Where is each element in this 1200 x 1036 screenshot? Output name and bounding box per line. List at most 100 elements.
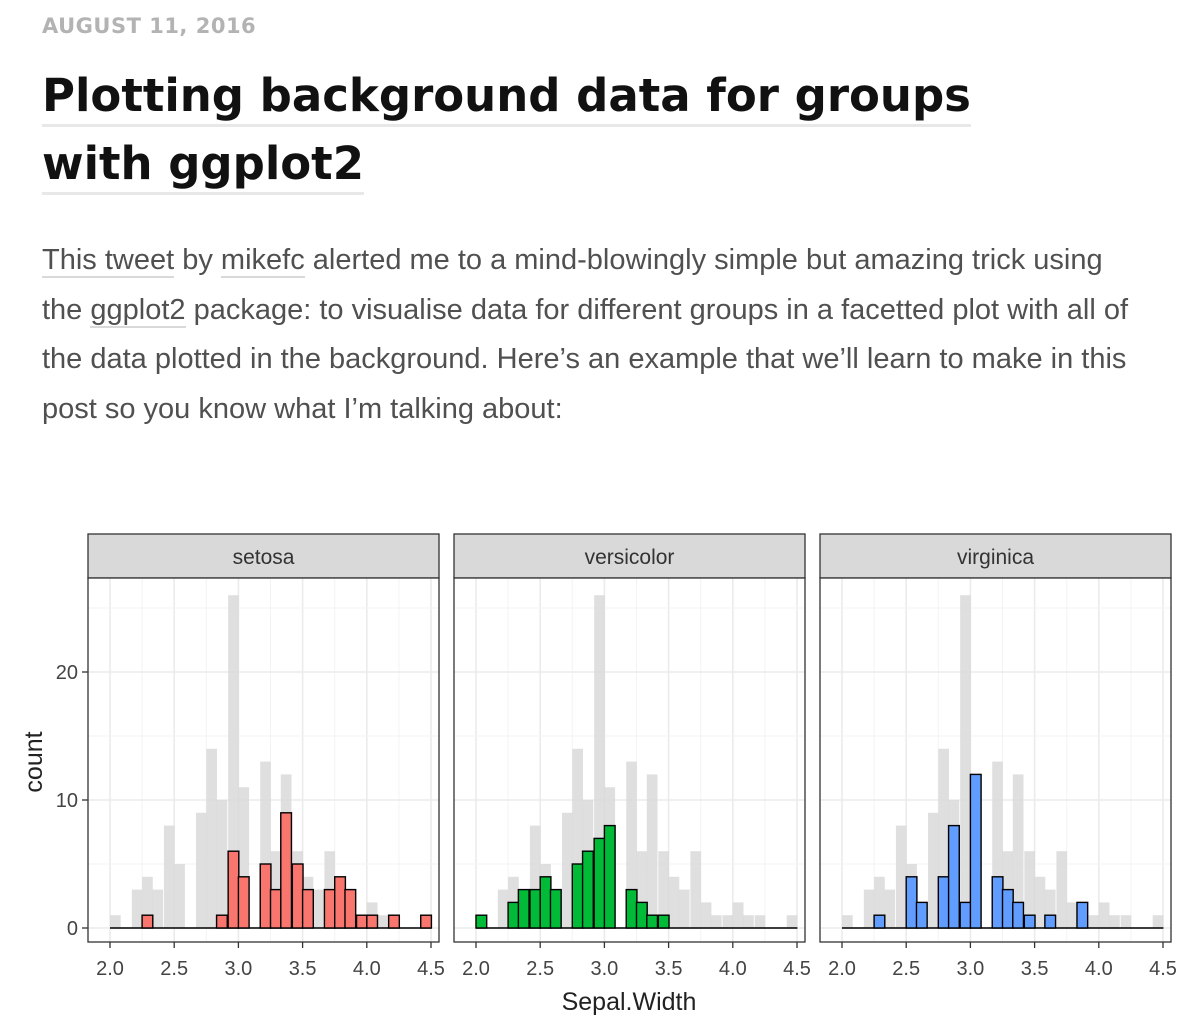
x-tick-label: 4.0: [353, 958, 381, 980]
background-bar: [1088, 915, 1100, 928]
background-bar: [1034, 876, 1046, 928]
x-tick-label: 4.0: [719, 958, 747, 980]
background-bar: [678, 889, 690, 928]
background-bar: [743, 915, 754, 928]
facet-label: virginica: [957, 546, 1034, 569]
bar-setosa: [387, 914, 401, 929]
background-bar: [895, 825, 907, 928]
background-bar: [312, 889, 324, 928]
background-bar: [260, 761, 271, 928]
background-bar: [658, 851, 670, 928]
bar-setosa: [355, 914, 368, 929]
background-bar: [722, 915, 734, 928]
bar-virginica: [937, 876, 950, 929]
background-bar: [572, 748, 583, 928]
bar-setosa: [344, 888, 357, 929]
x-tick-label: 2.5: [892, 958, 920, 980]
bar-versicolor: [581, 850, 594, 929]
background-bar: [1012, 774, 1024, 928]
background-bar: [732, 902, 744, 928]
background-bar: [238, 787, 250, 928]
background-bar: [142, 876, 153, 928]
post-title[interactable]: Plotting background data for groups with…: [42, 62, 1042, 198]
background-bar: [884, 889, 896, 928]
background-bar: [636, 851, 648, 928]
x-tick-label: 3.5: [1021, 958, 1049, 980]
background-bar: [152, 889, 164, 928]
ggplot2-link[interactable]: ggplot2: [90, 293, 186, 328]
x-tick-label: 2.5: [160, 958, 188, 980]
intro-by: by: [174, 244, 221, 276]
background-bar: [863, 889, 875, 928]
background-bar: [1152, 915, 1164, 928]
background-bar: [690, 851, 702, 928]
post-title-link[interactable]: Plotting background data for groups with…: [42, 69, 971, 195]
bar-versicolor: [657, 914, 670, 929]
background-bar: [928, 812, 939, 928]
bar-versicolor: [517, 888, 530, 929]
bar-setosa: [141, 914, 154, 929]
background-bar: [874, 876, 885, 928]
background-bar: [1120, 915, 1132, 928]
x-tick-label: 3.0: [224, 958, 252, 980]
bar-setosa: [215, 914, 228, 929]
x-tick-label: 2.5: [526, 958, 554, 980]
bar-virginica: [1076, 901, 1089, 929]
bar-setosa: [420, 914, 433, 929]
intro-text-2: package: to visualise data for different…: [42, 293, 1129, 425]
x-tick-label: 4.5: [417, 958, 445, 980]
panel-border: [453, 577, 806, 943]
facet-strip: [453, 533, 806, 579]
background-bar: [206, 748, 217, 928]
background-bar: [228, 595, 239, 928]
x-tick-label: 2.0: [96, 958, 124, 980]
background-bar: [1066, 902, 1078, 928]
bar-versicolor: [593, 837, 606, 929]
y-tick-label: 10: [56, 790, 78, 812]
bar-setosa: [323, 888, 336, 929]
bar-setosa: [334, 876, 347, 929]
x-tick-label: 3.0: [956, 958, 984, 980]
bar-setosa: [301, 888, 314, 929]
background-bar: [110, 915, 121, 928]
bar-versicolor: [539, 876, 552, 929]
background-bar: [1056, 851, 1068, 928]
bar-versicolor: [507, 901, 520, 929]
bar-versicolor: [625, 888, 638, 929]
bar-setosa: [237, 876, 250, 929]
bar-setosa: [366, 914, 379, 929]
background-bar: [497, 889, 509, 928]
bar-virginica: [915, 901, 928, 929]
intro-paragraph: This tweet by mikefc alerted me to a min…: [42, 236, 1132, 434]
background-bar: [960, 595, 971, 928]
bar-virginica: [1012, 901, 1025, 929]
bar-virginica: [991, 876, 1004, 929]
bar-virginica: [1001, 888, 1014, 929]
background-bar: [938, 748, 949, 928]
bar-virginica: [905, 876, 918, 929]
y-tick-label: 0: [67, 918, 78, 940]
background-bar: [1044, 889, 1056, 928]
bar-virginica: [947, 824, 960, 929]
background-bar: [1024, 851, 1036, 928]
bar-versicolor: [549, 888, 562, 929]
facet-strip: [819, 533, 1172, 579]
background-bar: [1098, 902, 1110, 928]
background-bar: [196, 812, 207, 928]
tweet-link[interactable]: This tweet: [42, 244, 175, 278]
background-bar: [594, 595, 605, 928]
author-link[interactable]: mikefc: [220, 244, 305, 278]
background-bar: [562, 812, 573, 928]
x-axis-title: Sepal.Width: [562, 988, 697, 1016]
background-bar: [646, 774, 658, 928]
bar-virginica: [1023, 914, 1036, 929]
background-bar: [174, 864, 185, 928]
y-tick-label: 20: [56, 662, 78, 684]
bar-virginica: [1044, 914, 1057, 929]
facet-label: setosa: [233, 546, 295, 569]
bar-versicolor: [635, 901, 648, 929]
x-tick-label: 4.5: [1149, 958, 1177, 980]
background-bar: [377, 915, 388, 928]
background-bar: [131, 889, 143, 928]
